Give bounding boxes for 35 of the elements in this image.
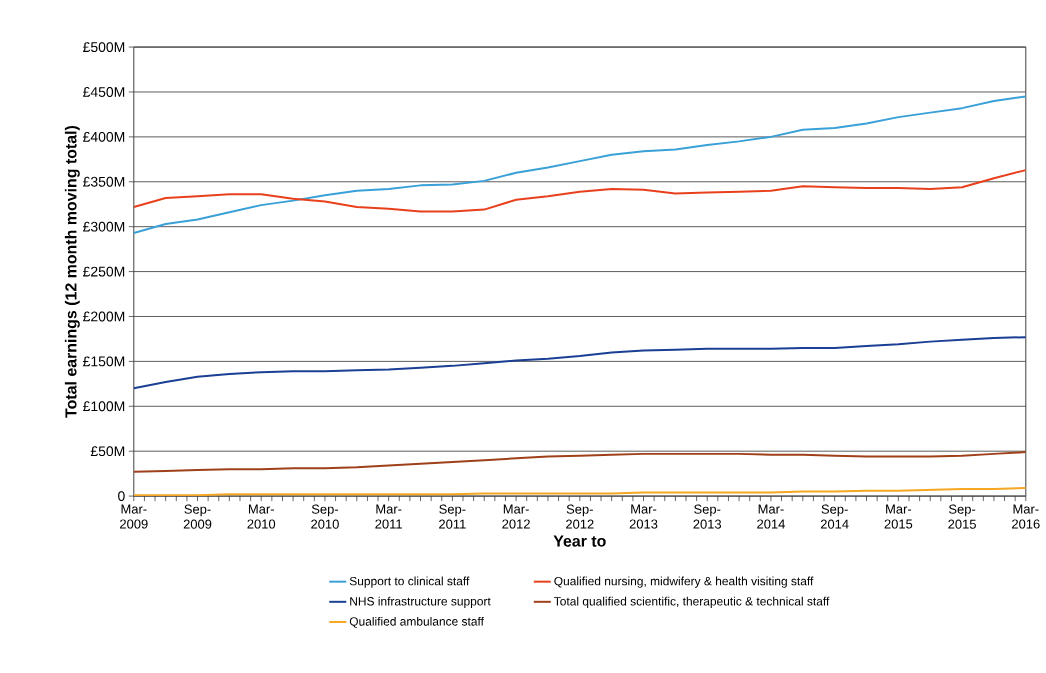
y-tick-label: £450M (83, 87, 125, 97)
x-tick-label: Mar-2016 (1012, 504, 1040, 529)
y-tick-label: £50M (90, 446, 125, 457)
x-tick-label: Sep-2011 (439, 504, 466, 529)
y-tick-label: £150M (83, 356, 125, 367)
y-tick-label: £400M (83, 131, 125, 142)
y-tick-label: £100M (83, 401, 125, 412)
x-tick-label: Sep-2010 (311, 504, 339, 529)
y-axis-title: Total earnings (12 month moving total) (64, 125, 80, 418)
x-tick-label: Mar-2014 (757, 504, 785, 529)
y-tick-label: £250M (83, 266, 125, 277)
line-series (133, 169, 1026, 213)
x-tick-label: Mar-2009 (120, 504, 148, 529)
legend-label: NHS infrastructure support (350, 596, 491, 608)
line-series (133, 95, 1026, 234)
x-tick-label: Sep-2014 (820, 504, 849, 529)
legend-label: Total qualified scientific, therapeutic & technical staff (554, 596, 830, 608)
x-tick-label: Sep-2012 (566, 504, 594, 529)
y-tick-label: £200M (83, 311, 125, 322)
y-tick-label: £500M (83, 42, 125, 53)
y-tick-label: 0 (118, 491, 125, 502)
legend-label: Qualified nursing, midwifery & health visiting staff (554, 576, 814, 588)
x-axis-title: Year to (553, 535, 606, 547)
x-tick-label: Sep-2009 (183, 504, 212, 529)
x-tick-label: Mar-2013 (629, 504, 658, 529)
x-tick-label: Sep-2013 (693, 504, 722, 529)
y-tick-label: £300M (83, 221, 125, 232)
y-tick-label: £350M (83, 176, 125, 187)
x-tick-label: Mar-2011 (375, 504, 402, 529)
x-tick-label: Mar-2010 (247, 504, 276, 529)
legend-label: Qualified ambulance staff (349, 616, 484, 628)
x-tick-label: Sep-2015 (948, 504, 976, 529)
x-tick-label: Mar-2015 (884, 504, 913, 529)
legend-label: Support to clinical staff (349, 576, 470, 588)
x-tick-label: Mar-2012 (502, 504, 530, 529)
